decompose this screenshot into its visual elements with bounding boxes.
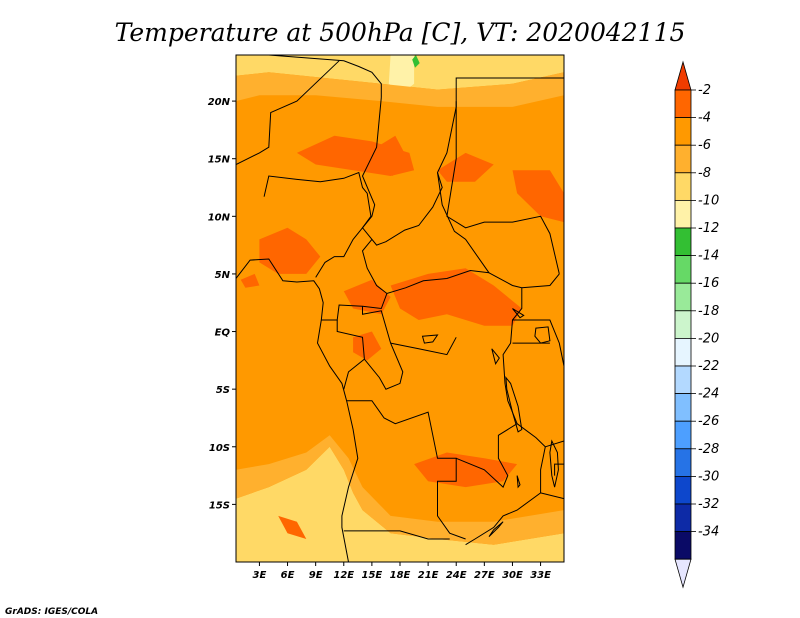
field-region-14 xyxy=(278,515,307,539)
field-region-11 xyxy=(390,268,522,326)
field-region-10 xyxy=(353,331,382,361)
colorbar-bottom-arrow xyxy=(674,558,692,589)
field-region-7 xyxy=(512,170,564,223)
field-band-mid-1 xyxy=(236,435,564,545)
y-axis-ticks: 20N 15N 10N 5N EQ 5S 10S 15S xyxy=(208,97,236,511)
field-region-6 xyxy=(437,152,494,182)
colorbar-swatch-12 xyxy=(674,420,692,450)
country-borders xyxy=(236,55,564,562)
colorbar-label--34: -34 xyxy=(698,525,719,540)
y-tick-label-20N: 20N xyxy=(208,97,231,108)
field-region-2 xyxy=(412,55,420,68)
colorbar-label--2: -2 xyxy=(698,83,711,98)
colorbar-label--28: -28 xyxy=(698,442,719,457)
temperature-field xyxy=(236,55,564,562)
colorbar-swatch-3 xyxy=(674,172,692,201)
colorbar-label--26: -26 xyxy=(698,414,719,429)
colorbar-swatch-1 xyxy=(674,117,692,146)
x-tick-label-30E: 30E xyxy=(502,570,523,581)
colorbar-label--6: -6 xyxy=(698,138,711,153)
x-tick-label-18E: 18E xyxy=(390,570,411,581)
colorbar-label--30: -30 xyxy=(698,469,719,484)
x-tick-label-3E: 3E xyxy=(253,570,267,581)
y-tick-label-5N: 5N xyxy=(215,270,231,281)
colorbar-swatch-15 xyxy=(674,503,692,533)
colorbar: -2 -4 -6 -8 -10 -12 -14 -16 -18 -20 -22 -24 -26 -28 -3… xyxy=(674,60,719,589)
field-region-1 xyxy=(388,55,415,96)
colorbar-label--10: -10 xyxy=(698,193,719,208)
x-tick-label-15E: 15E xyxy=(362,570,383,581)
field-region-3 xyxy=(236,446,564,562)
x-tick-label-12E: 12E xyxy=(333,570,354,581)
colorbar-label--20: -20 xyxy=(698,331,719,346)
colorbar-swatch-2 xyxy=(674,144,692,174)
colorbar-label--8: -8 xyxy=(698,166,711,181)
map-plot-area xyxy=(235,54,565,563)
y-tick-label-10S: 10S xyxy=(209,443,230,454)
y-tick-label-5S: 5S xyxy=(216,385,230,396)
field-region-13 xyxy=(414,452,518,488)
colorbar-swatch-11 xyxy=(674,393,692,422)
y-tick-label-15N: 15N xyxy=(208,155,231,166)
colorbar-label--22: -22 xyxy=(698,359,719,374)
field-region-8 xyxy=(259,227,321,274)
colorbar-swatch-6 xyxy=(674,255,692,284)
colorbar-label--12: -12 xyxy=(698,221,719,236)
colorbar-swatch-0 xyxy=(674,89,692,119)
colorbar-swatch-10 xyxy=(674,365,692,395)
colorbar-swatch-5 xyxy=(674,227,692,257)
field-region-12 xyxy=(240,273,260,288)
colorbar-label--32: -32 xyxy=(698,497,719,512)
colorbar-swatch-4 xyxy=(674,199,692,229)
y-tick-label-15S: 15S xyxy=(209,500,230,511)
colorbar-label--16: -16 xyxy=(698,276,719,291)
x-axis-ticks: 3E 6E 9E 12E 15E 18E 21E 24E 27E 30E 33E xyxy=(253,562,551,581)
colorbar-swatch-8 xyxy=(674,310,692,339)
colorbar-swatch-9 xyxy=(674,337,692,367)
x-tick-label-21E: 21E xyxy=(418,570,439,581)
colorbar-swatch-13 xyxy=(674,448,692,477)
x-tick-label-9E: 9E xyxy=(309,570,323,581)
x-tick-label-6E: 6E xyxy=(281,570,295,581)
colorbar-label--4: -4 xyxy=(698,111,711,126)
chart-title: Temperature at 500hPa [C], VT: 202004211… xyxy=(115,18,686,47)
x-tick-label-33E: 33E xyxy=(530,570,551,581)
colorbar-swatch-14 xyxy=(674,475,692,505)
colorbar-top-arrow xyxy=(674,60,692,91)
y-tick-label-EQ: EQ xyxy=(215,328,231,339)
colorbar-label--18: -18 xyxy=(698,304,719,319)
colorbar-swatch-7 xyxy=(674,282,692,312)
field-region-5 xyxy=(376,135,408,176)
colorbar-label--14: -14 xyxy=(698,249,719,264)
colorbar-label--24: -24 xyxy=(698,387,719,402)
y-tick-label-10N: 10N xyxy=(208,212,231,223)
x-tick-label-27E: 27E xyxy=(474,570,495,581)
colorbar-swatch-16 xyxy=(674,531,692,560)
grads-footer: GrADS: IGES/COLA xyxy=(5,607,98,617)
x-tick-label-24E: 24E xyxy=(446,570,467,581)
